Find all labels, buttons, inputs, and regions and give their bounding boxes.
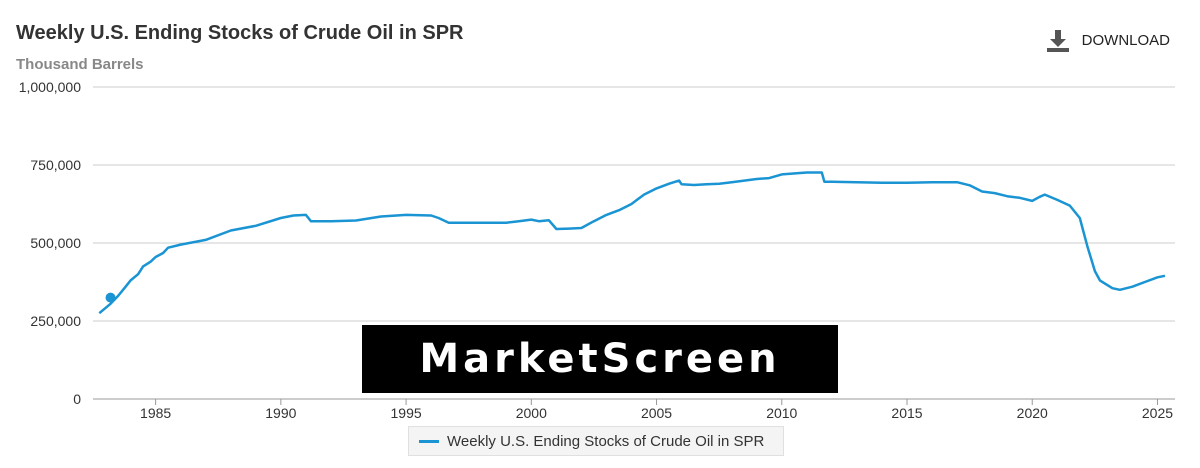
x-tick-label: 2025: [1142, 405, 1173, 421]
x-tick-label: 2010: [766, 405, 797, 421]
legend-swatch: [419, 439, 439, 443]
y-tick-label: 250,000: [30, 313, 81, 329]
download-button[interactable]: DOWNLOAD: [1046, 28, 1170, 52]
y-tick-label: 0: [73, 391, 81, 407]
download-icon: [1046, 30, 1069, 52]
legend-item[interactable]: Weekly U.S. Ending Stocks of Crude Oil i…: [408, 426, 784, 456]
x-tick-label: 1985: [140, 405, 171, 421]
y-tick-label: 1,000,000: [19, 79, 81, 95]
chart-subtitle: Thousand Barrels: [16, 56, 144, 73]
y-tick-label: 500,000: [30, 235, 81, 251]
y-tick-label: 750,000: [30, 157, 81, 173]
watermark-text: MarketScreen: [419, 336, 781, 382]
series-line[interactable]: [98, 171, 1166, 315]
x-tick-labels: 1985 1990 1995 2000 2005 2010 2015 2020 2025: [140, 405, 1173, 421]
x-tick-label: 2005: [641, 405, 672, 421]
download-label: DOWNLOAD: [1081, 31, 1170, 49]
highlight-point[interactable]: [105, 292, 116, 303]
series-layer: [98, 171, 1166, 315]
x-tick-label: 2015: [891, 405, 922, 421]
x-tick-label: 2020: [1017, 405, 1048, 421]
x-tick-label: 2000: [516, 405, 547, 421]
x-tick-label: 1990: [265, 405, 296, 421]
y-tick-labels: 0 250,000 500,000 750,000 1,000,000: [19, 79, 82, 407]
axes: [93, 398, 1175, 405]
x-tick-label: 1995: [391, 405, 422, 421]
chart-title: Weekly U.S. Ending Stocks of Crude Oil i…: [16, 22, 464, 44]
grid-lines: [93, 86, 1175, 322]
watermark-logo: MarketScreen: [362, 325, 838, 393]
legend-label: Weekly U.S. Ending Stocks of Crude Oil i…: [447, 432, 765, 450]
